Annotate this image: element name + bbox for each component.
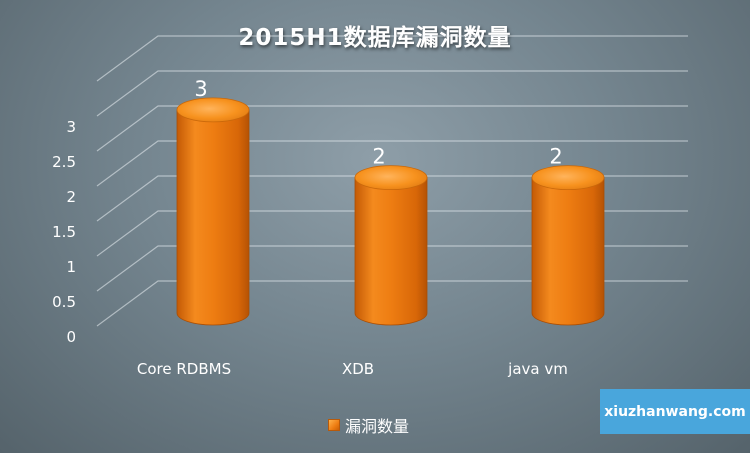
y-axis: 0 0.5 1 1.5 2 2.5 3 — [52, 118, 76, 346]
data-label: 3 — [194, 77, 207, 101]
y-tick-label: 2.5 — [52, 153, 76, 171]
gridlines — [96, 35, 688, 327]
y-tick-label: 1 — [66, 258, 76, 276]
y-tick-label: 2 — [66, 188, 76, 206]
gridline — [96, 35, 688, 82]
bar — [176, 109, 250, 326]
bar-top — [354, 165, 428, 191]
y-tick-label: 1.5 — [52, 223, 76, 241]
x-tick-label: java vm — [507, 360, 568, 378]
gridline — [96, 175, 688, 222]
bar-top — [176, 97, 250, 123]
watermark-logo: xiuzhanwang.com — [600, 389, 750, 434]
data-label: 2 — [549, 145, 562, 169]
legend: 漏洞数量 — [328, 413, 409, 437]
gridline — [96, 245, 688, 292]
chart-title: 2015H1数据库漏洞数量 — [238, 25, 512, 51]
bar-top — [531, 165, 605, 191]
data-labels: 3 2 2 — [194, 77, 562, 169]
x-tick-label: XDB — [342, 360, 374, 378]
legend-swatch — [328, 419, 340, 431]
legend-label: 漏洞数量 — [345, 417, 410, 436]
y-tick-label: 0.5 — [52, 293, 76, 311]
bar — [531, 177, 605, 326]
gridline — [96, 70, 688, 117]
gridline — [96, 140, 688, 187]
x-tick-label: Core RDBMS — [137, 360, 231, 378]
data-label: 2 — [372, 145, 385, 169]
gridline — [96, 280, 688, 327]
bars — [176, 97, 605, 326]
x-axis: Core RDBMS XDB java vm — [137, 360, 568, 378]
bar — [354, 177, 428, 326]
gridline — [96, 210, 688, 257]
gridline — [96, 105, 688, 152]
y-tick-label: 3 — [66, 118, 76, 136]
y-tick-label: 0 — [66, 328, 76, 346]
